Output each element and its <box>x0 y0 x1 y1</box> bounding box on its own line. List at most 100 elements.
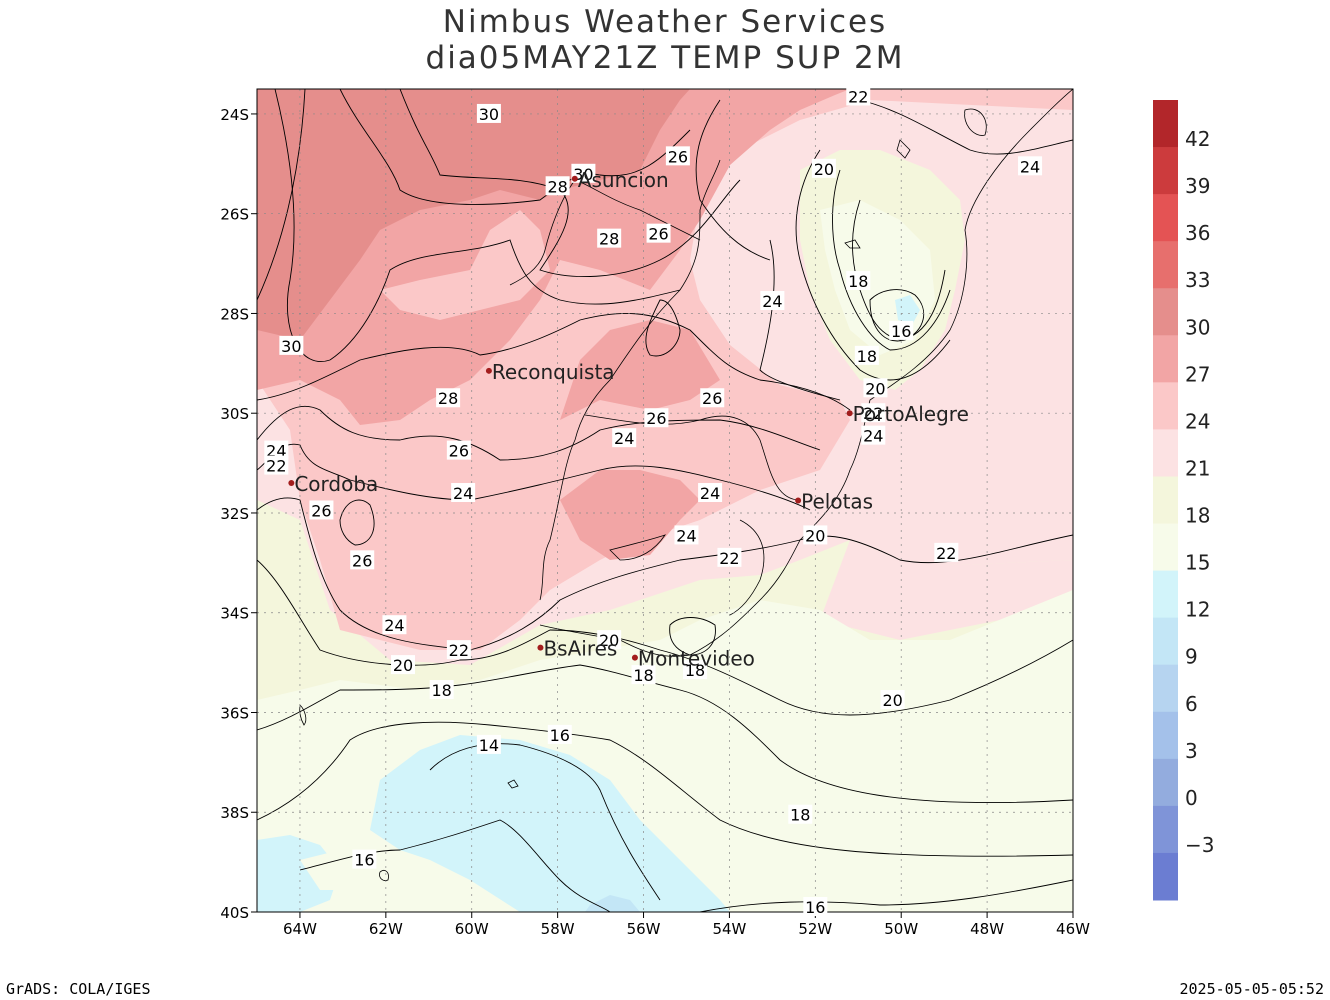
axis-ticks: 24S 26S 28S 30S 32S 34S 36S 38S 40S 64W 62W 60W 58W 5… <box>220 106 1090 938</box>
colorbar-label: 12 <box>1185 598 1210 622</box>
contour-label-text: 22 <box>848 87 868 106</box>
contour-label-text: 22 <box>863 404 883 423</box>
contour-label: 28 <box>597 228 622 249</box>
contour-label-text: 22 <box>719 549 739 568</box>
colorbar-label: 24 <box>1185 409 1210 433</box>
contour-label: 30 <box>279 335 304 356</box>
contour-label-text: 22 <box>449 641 469 660</box>
contour-label: 28 <box>545 176 570 196</box>
colorbar-label: 9 <box>1185 645 1198 669</box>
contour-label-text: 26 <box>668 147 688 166</box>
contour-label: 16 <box>352 849 377 870</box>
lat-tick-label: 26S <box>220 206 249 224</box>
temperature-shading <box>257 89 1073 912</box>
colorbar-label: 42 <box>1185 127 1210 151</box>
contour-label: 22 <box>934 542 959 563</box>
city-marker: BsAires <box>537 637 617 661</box>
contour-label: 22 <box>264 455 289 476</box>
contour-label-text: 20 <box>805 526 825 545</box>
city-label: Pelotas <box>801 490 873 514</box>
contour-label: 26 <box>446 440 471 461</box>
contour-label: 20 <box>880 690 905 710</box>
lat-tick-label: 40S <box>220 904 249 922</box>
lon-tick-label: 60W <box>455 920 489 938</box>
contour-label: 26 <box>309 500 334 520</box>
colorbar-swatch <box>1153 147 1178 195</box>
lon-tick-label: 64W <box>283 920 317 938</box>
contour-label-text: 30 <box>281 337 301 356</box>
lat-tick-label: 30S <box>220 405 249 423</box>
contour-label-text: 20 <box>882 691 902 710</box>
lat-tick-label: 38S <box>220 804 249 822</box>
city-dot <box>485 367 492 374</box>
colorbar-label: 18 <box>1185 504 1210 528</box>
contour-label-text: 14 <box>479 736 499 755</box>
contour-label-text: 20 <box>814 160 834 179</box>
contour-label: 18 <box>631 665 656 685</box>
contour-label: 14 <box>476 734 501 755</box>
colorbar-label: 15 <box>1185 551 1210 575</box>
contour-label: 20 <box>811 158 836 179</box>
colorbar-swatch <box>1153 288 1178 336</box>
city-marker: Cordoba <box>288 472 378 496</box>
contour-label-text: 16 <box>805 898 825 917</box>
contour-label-text: 18 <box>848 272 868 291</box>
contour-label-text: 20 <box>599 631 619 650</box>
contour-label: 18 <box>788 804 813 825</box>
city-marker: Asuncion <box>571 168 669 192</box>
colorbar-label: 27 <box>1185 362 1210 386</box>
contour-label: 24 <box>698 483 723 503</box>
contour-label-text: 24 <box>762 292 782 311</box>
city-label: Cordoba <box>294 472 378 496</box>
coastline-and-borders <box>299 89 1073 881</box>
city-label: BsAires <box>543 637 617 661</box>
contour-label: 22 <box>446 640 471 660</box>
contour-label: 16 <box>803 897 828 917</box>
contour-label-text: 18 <box>685 661 705 680</box>
contour-label-text: 18 <box>431 681 451 700</box>
city-dot <box>537 644 544 651</box>
isotherm-contours <box>257 89 1073 912</box>
lon-tick-label: 54W <box>712 920 746 938</box>
contour-label: 16 <box>547 724 572 745</box>
contour-label: 24 <box>612 428 637 448</box>
colorbar-label: 21 <box>1185 456 1210 480</box>
contour-label-text: 24 <box>614 429 634 448</box>
city-dot <box>571 175 578 182</box>
contour-label-text: 24 <box>700 484 720 503</box>
contour-label-text: 20 <box>393 656 413 675</box>
lon-tick-label: 46W <box>1056 920 1090 938</box>
contour-label-text: 26 <box>449 442 469 461</box>
lat-tick-label: 24S <box>220 106 249 124</box>
city-dot <box>288 480 295 487</box>
contour-label: 20 <box>863 378 888 398</box>
colorbar-swatch <box>1153 241 1178 289</box>
contour-label-text: 24 <box>863 427 883 446</box>
contour-label: 28 <box>436 388 461 408</box>
contour-label-text: 26 <box>311 501 331 520</box>
contour-label-text: 26 <box>702 389 722 408</box>
colorbar-swatch <box>1153 852 1178 901</box>
colorbar-swatch <box>1153 335 1178 383</box>
contour-label: 26 <box>350 550 375 570</box>
city-label: Reconquista <box>492 360 615 384</box>
contour-label-text: 22 <box>936 544 956 563</box>
colorbar-label: −3 <box>1185 833 1214 857</box>
colorbar-swatch <box>1153 429 1178 477</box>
contour-label: 26 <box>644 408 669 428</box>
colorbar-swatch <box>1153 382 1178 430</box>
colorbar-swatch <box>1153 570 1178 619</box>
contour-label: 18 <box>846 271 871 291</box>
colorbar-label: 6 <box>1185 692 1198 716</box>
lon-tick-label: 50W <box>884 920 918 938</box>
city-dot <box>631 654 638 661</box>
contour-label: 24 <box>1018 156 1043 176</box>
contour-label-text: 24 <box>384 616 404 635</box>
colorbar-label: 3 <box>1185 739 1198 763</box>
contour-label-text: 30 <box>573 165 593 184</box>
lon-tick-label: 58W <box>541 920 575 938</box>
lon-tick-label: 52W <box>798 920 832 938</box>
colorbar-swatch <box>1153 664 1178 713</box>
